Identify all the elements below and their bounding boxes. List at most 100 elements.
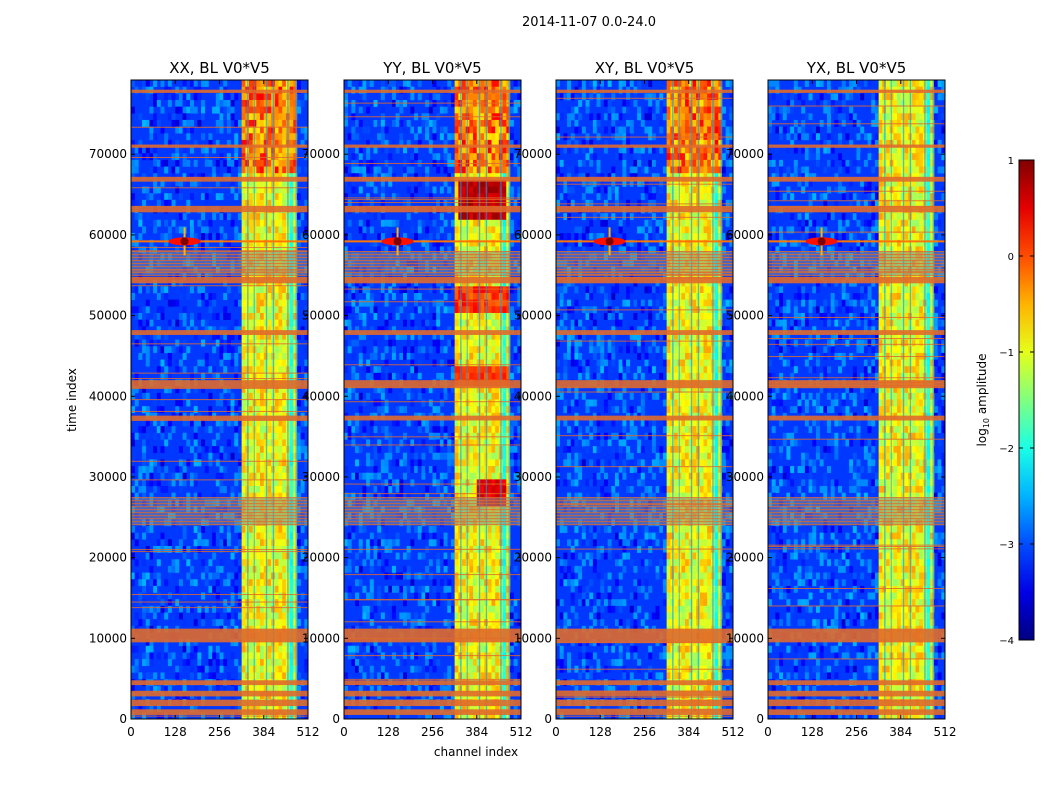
heat-cell — [487, 419, 492, 427]
heat-cell — [153, 426, 158, 434]
heat-cell — [278, 99, 283, 107]
heat-cell — [138, 139, 143, 147]
heat-cell — [502, 219, 507, 227]
heat-cell — [263, 233, 268, 241]
heat-cell — [391, 219, 396, 227]
heat-cell — [373, 466, 378, 474]
heat-cell — [473, 139, 478, 147]
heat-cell — [454, 466, 459, 474]
heat-cell — [278, 492, 283, 500]
heat-cell — [428, 106, 433, 114]
heat-cell — [439, 186, 444, 194]
heat-cell — [399, 352, 404, 360]
heat-cell — [156, 312, 161, 320]
heat-cell — [506, 146, 511, 154]
heat-cell — [197, 605, 202, 613]
heat-cell — [399, 119, 404, 127]
heat-cell — [190, 665, 194, 673]
heat-cell — [142, 346, 147, 354]
heat-cell — [278, 239, 283, 247]
heat-cell — [289, 359, 294, 367]
heat-cell — [282, 173, 287, 181]
heat-cell — [491, 346, 496, 354]
heat-cell — [506, 459, 511, 467]
heat-cell — [384, 539, 389, 547]
heat-cell — [395, 193, 400, 201]
heat-cell — [193, 332, 198, 340]
heat-cell — [256, 685, 261, 693]
heat-cell — [171, 319, 176, 327]
heat-cell — [436, 446, 441, 454]
heat-cell — [219, 619, 224, 627]
heat-cell — [358, 246, 363, 254]
heat-cell — [153, 479, 158, 487]
heat-cell — [282, 452, 287, 460]
heat-cell — [380, 479, 385, 487]
heat-cell — [362, 492, 367, 500]
heat-cell — [487, 293, 492, 300]
heat-cell — [219, 213, 224, 221]
heat-cell — [278, 193, 283, 201]
heat-cell — [476, 392, 481, 400]
heat-cell — [373, 146, 378, 154]
heat-cell — [182, 479, 187, 487]
heat-cell — [249, 552, 253, 560]
heat-cell — [208, 652, 213, 660]
heat-cell — [267, 659, 272, 667]
heat-cell — [241, 592, 246, 600]
heat-cell — [263, 472, 268, 480]
heat-cell — [145, 286, 150, 294]
heat-cell — [230, 392, 235, 400]
heat-cell — [289, 452, 294, 460]
heat-cell — [403, 146, 407, 154]
heat-cell — [454, 246, 459, 254]
heat-cell — [256, 539, 261, 547]
heat-cell — [373, 213, 378, 221]
heat-cell — [469, 139, 474, 147]
heat-cell — [304, 419, 308, 427]
heat-cell — [469, 119, 474, 127]
heat-cell — [212, 359, 217, 367]
heat-cell — [414, 486, 419, 493]
heat-cell — [190, 80, 194, 87]
heat-cell — [491, 532, 496, 540]
heat-cell — [473, 126, 478, 134]
heat-cell — [304, 539, 308, 547]
heat-cell — [432, 119, 437, 127]
heat-cell — [366, 366, 371, 374]
heat-cell — [373, 372, 378, 380]
heat-cell — [249, 452, 253, 460]
heat-cell — [156, 159, 161, 167]
heat-cell — [373, 492, 378, 500]
heat-cell — [182, 153, 187, 161]
heat-cell — [201, 359, 206, 367]
heat-cell — [362, 326, 367, 334]
heat-cell — [509, 106, 514, 114]
heat-cell — [134, 432, 139, 440]
heat-cell — [347, 346, 352, 354]
heat-cell — [347, 246, 352, 254]
heat-cell — [380, 392, 385, 400]
heat-cell — [267, 552, 272, 560]
heat-cell — [469, 312, 474, 320]
heat-cell — [145, 525, 150, 533]
flagged-band — [131, 709, 308, 715]
heat-cell — [502, 532, 507, 540]
heat-cell — [267, 113, 272, 121]
heat-cell — [517, 286, 521, 294]
heat-cell — [487, 426, 492, 434]
heat-cell — [480, 419, 485, 427]
heat-cell — [293, 193, 298, 201]
heat-cell — [502, 199, 507, 207]
heat-cell — [506, 492, 511, 500]
heat-cell — [304, 372, 308, 380]
heat-cell — [237, 372, 242, 380]
heat-cell — [263, 372, 268, 380]
heat-cell — [256, 319, 261, 327]
heat-cell — [469, 306, 474, 314]
heat-cell — [267, 446, 272, 454]
heat-cell — [241, 246, 246, 254]
heat-cell — [293, 532, 298, 540]
heat-cell — [495, 106, 500, 114]
heat-cell — [230, 419, 235, 427]
